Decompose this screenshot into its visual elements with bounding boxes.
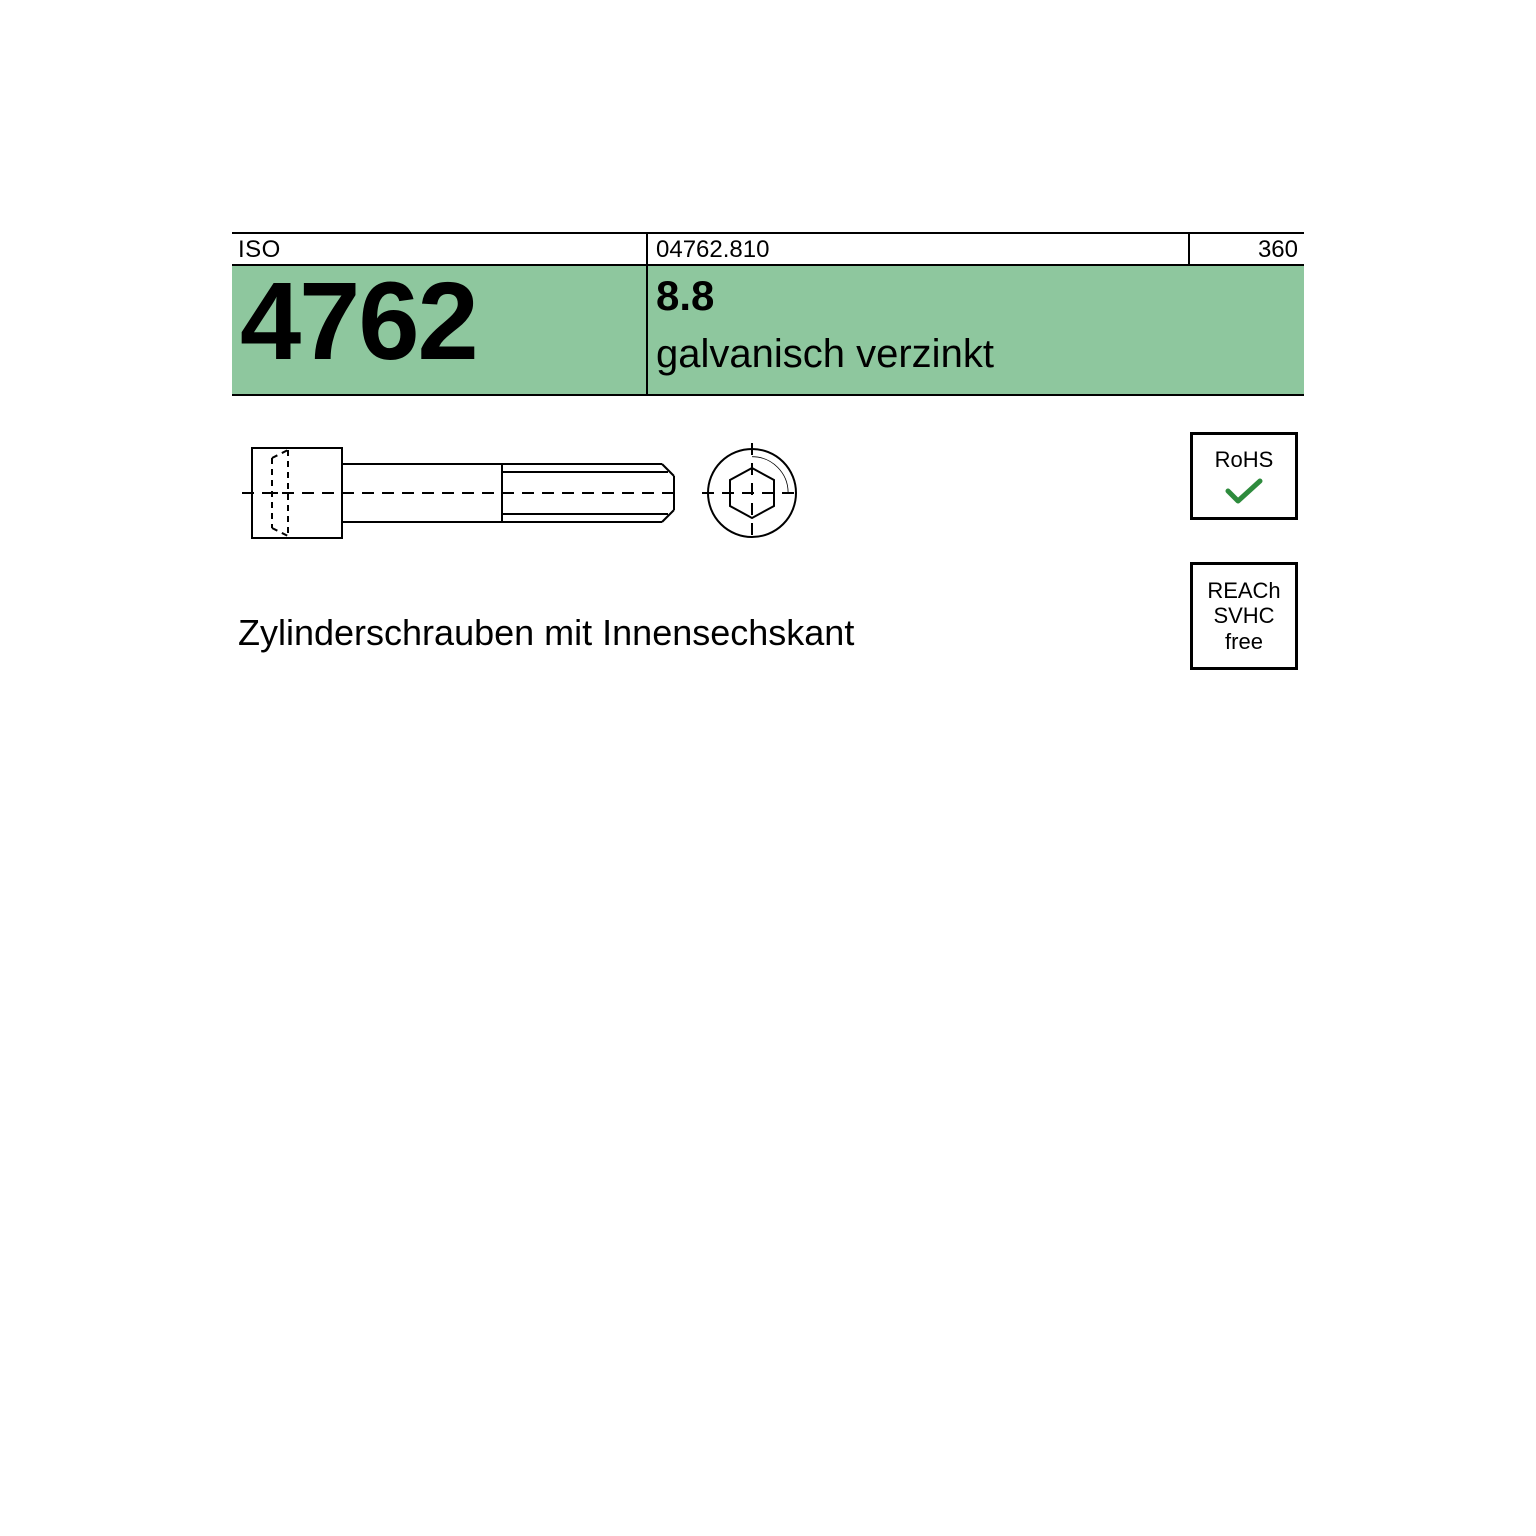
finish-text: galvanisch verzinkt xyxy=(656,332,994,377)
reach-badge: REACh SVHC free xyxy=(1190,562,1298,670)
product-title: Zylinderschrauben mit Innensechskant xyxy=(238,612,854,654)
reach-line1: REACh xyxy=(1207,578,1280,603)
reach-line2: SVHC xyxy=(1213,603,1274,628)
header-divider-1 xyxy=(646,234,648,264)
screw-diagram xyxy=(242,428,802,558)
check-icon xyxy=(1224,477,1264,505)
strength-grade: 8.8 xyxy=(656,272,714,320)
main-row: 4762 8.8 galvanisch verzinkt xyxy=(232,266,1304,396)
reach-line3: free xyxy=(1225,629,1263,654)
article-code: 04762.810 xyxy=(656,236,769,264)
rohs-label: RoHS xyxy=(1215,447,1274,472)
header-right-number: 360 xyxy=(1258,236,1298,264)
rohs-badge: RoHS xyxy=(1190,432,1298,520)
header-divider-2 xyxy=(1188,234,1190,264)
standard-number: 4762 xyxy=(240,258,477,385)
main-divider xyxy=(646,266,648,394)
